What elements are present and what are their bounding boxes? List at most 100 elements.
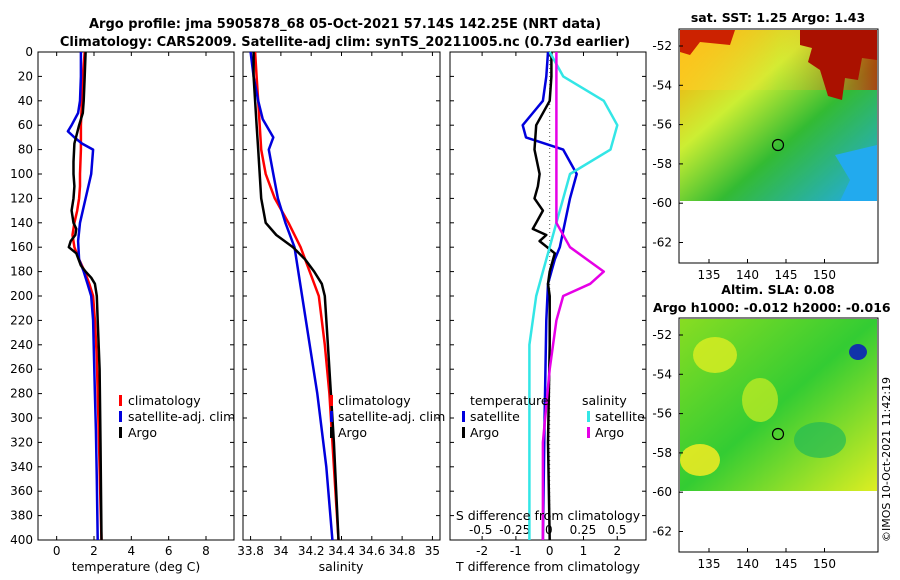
map-y-tick-label: -54 bbox=[652, 78, 672, 92]
salinity-panel: 33.8 34 34.2 34.4 34.6 34.8 35 salinity bbox=[237, 51, 441, 574]
copyright-text: ©IMOS 10-Oct-2021 11:42:19 bbox=[880, 377, 893, 542]
y-tick-label: 260 bbox=[10, 362, 33, 376]
title-line1: Argo profile: jma 5905878_68 05-Oct-2021… bbox=[89, 17, 601, 32]
y-tick-label: 40 bbox=[18, 94, 33, 108]
map-x-tick-label: 140 bbox=[736, 268, 759, 282]
x-tick-label: 2 bbox=[613, 544, 621, 558]
legend-title-salinity: salinity bbox=[582, 393, 627, 408]
difference-xlabel: T difference from climatology bbox=[455, 559, 641, 574]
y-tick-label: 300 bbox=[10, 411, 33, 425]
x-top-tick-label: 0.5 bbox=[607, 523, 626, 537]
map-x-tick-label: 145 bbox=[775, 268, 798, 282]
y-tick-label: 400 bbox=[10, 533, 33, 547]
x-tick-label: 4 bbox=[128, 544, 136, 558]
sla-map-low-anomaly bbox=[849, 344, 867, 360]
series-line-argo bbox=[67, 51, 103, 541]
difference-plot: -2 -1 0 1 2-0.5 -0.25 0 0.25 0.5 bbox=[450, 51, 646, 558]
x-tick-label: 0 bbox=[546, 544, 554, 558]
map-x-tick-label: 150 bbox=[813, 557, 836, 571]
argo-location-marker bbox=[771, 427, 785, 441]
legend-label-sal-satellite: satellite bbox=[595, 409, 645, 424]
map-y-tick-label: -52 bbox=[652, 328, 672, 342]
y-tick-label: 380 bbox=[10, 509, 33, 523]
y-tick-label: 0 bbox=[25, 45, 33, 59]
difference-legend: temperature salinity satellite Argo sate… bbox=[462, 393, 645, 440]
sla-map-anomaly bbox=[794, 422, 846, 458]
legend-label-temp-argo: Argo bbox=[470, 425, 499, 440]
map-y-tick-label: -54 bbox=[652, 367, 672, 381]
sla-map-anomaly bbox=[742, 378, 778, 422]
argo-location-marker bbox=[771, 138, 785, 152]
sst-map-warm-patch-west bbox=[680, 30, 735, 55]
series-line-argo bbox=[252, 52, 340, 541]
map-y-tick-label: -60 bbox=[652, 485, 672, 499]
sla-map-title-line2: Argo h1000: -0.012 h2000: -0.016 bbox=[653, 300, 891, 315]
title-line2: Climatology: CARS2009. Satellite-adj cli… bbox=[60, 35, 630, 50]
x-tick-label: 33.8 bbox=[237, 544, 264, 558]
salinity-xlabel: salinity bbox=[319, 559, 364, 574]
x-tick-label: 2 bbox=[90, 544, 98, 558]
series-line-salinity-argo bbox=[541, 52, 606, 540]
y-tick-label: 160 bbox=[10, 240, 33, 254]
legend-title-temperature: temperature bbox=[470, 393, 549, 408]
difference-xlabel-top: S difference from climatology bbox=[456, 508, 641, 523]
x-tick-label: -2 bbox=[476, 544, 488, 558]
y-tick-label: 200 bbox=[10, 289, 33, 303]
map-y-tick-label: -60 bbox=[652, 196, 672, 210]
series-line-satellite-adj-clim bbox=[66, 52, 99, 541]
y-tick-label: 320 bbox=[10, 435, 33, 449]
map-y-tick-label: -62 bbox=[652, 236, 672, 250]
sst-map-warm-patch bbox=[800, 30, 877, 100]
legend-swatch-argo bbox=[119, 427, 122, 438]
map-x-tick-label: 135 bbox=[698, 557, 721, 571]
x-tick-label: 0 bbox=[53, 544, 61, 558]
map-x-tick-label: 145 bbox=[775, 557, 798, 571]
series-line-temperature-satellite bbox=[521, 51, 578, 541]
x-tick-label: 34.2 bbox=[298, 544, 325, 558]
legend-label-satellite-adj: satellite-adj. clim bbox=[128, 409, 235, 424]
y-tick-label: 280 bbox=[10, 387, 33, 401]
x-tick-label: 8 bbox=[202, 544, 210, 558]
legend-label-satellite-adj: satellite-adj. clim bbox=[338, 409, 445, 424]
x-tick-label: 34.8 bbox=[389, 544, 416, 558]
sla-map-ticks: -52 -54 -56 -58 -60 -62 135 140 145 150 bbox=[652, 328, 836, 571]
legend-label-sal-argo: Argo bbox=[595, 425, 624, 440]
sst-map-ticks: -52 -54 -56 -58 -60 -62 135 140 145 150 bbox=[652, 39, 836, 282]
y-tick-label: 60 bbox=[18, 118, 33, 132]
legend-swatch-temp-argo bbox=[462, 427, 465, 438]
sla-map-title-line1: Altim. SLA: 0.08 bbox=[721, 282, 834, 297]
sst-map-cold-patch bbox=[835, 145, 877, 201]
x-tick-label: 35 bbox=[425, 544, 440, 558]
y-tick-label: 180 bbox=[10, 265, 33, 279]
y-tick-label: 240 bbox=[10, 338, 33, 352]
y-tick-label: 100 bbox=[10, 167, 33, 181]
legend-swatch-sal-argo bbox=[587, 427, 590, 438]
salinity-plot: 33.8 34 34.2 34.4 34.6 34.8 35 bbox=[237, 51, 440, 558]
temperature-xlabel: temperature (deg C) bbox=[72, 559, 201, 574]
y-tick-label: 120 bbox=[10, 191, 33, 205]
temperature-axes-frame bbox=[37, 51, 235, 541]
temperature-legend: climatology satellite-adj. clim Argo bbox=[119, 393, 235, 440]
x-tick-label: -1 bbox=[510, 544, 522, 558]
salinity-legend: climatology satellite-adj. clim Argo bbox=[330, 393, 445, 440]
legend-label-argo: Argo bbox=[128, 425, 157, 440]
map-x-tick-label: 140 bbox=[736, 557, 759, 571]
x-tick-label: 34.6 bbox=[358, 544, 385, 558]
sst-map-panel: sat. SST: 1.25 Argo: 1.43 -52 -54 -56 -58 -6… bbox=[652, 10, 879, 282]
sst-map-title: sat. SST: 1.25 Argo: 1.43 bbox=[691, 10, 865, 25]
legend-label-temp-satellite: satellite bbox=[470, 409, 520, 424]
y-tick-label: 340 bbox=[10, 460, 33, 474]
series-line-satellite-adj-clim bbox=[249, 51, 334, 541]
difference-panel: -2 -1 0 1 2-0.5 -0.25 0 0.25 0.5 T difference fr… bbox=[449, 51, 647, 574]
legend-swatch-argo bbox=[330, 427, 333, 438]
sla-map-panel: Altim. SLA: 0.08 Argo h1000: -0.012 h200… bbox=[652, 282, 891, 571]
temperature-plot: 0204060801001201401601802002202402602803… bbox=[10, 45, 234, 558]
x-top-tick-label: 0.25 bbox=[570, 523, 597, 537]
x-tick-label: 1 bbox=[580, 544, 588, 558]
y-tick-label: 220 bbox=[10, 313, 33, 327]
x-top-tick-label: -0.5 bbox=[469, 523, 492, 537]
map-y-tick-label: -58 bbox=[652, 446, 672, 460]
map-y-tick-label: -56 bbox=[652, 118, 672, 132]
map-y-tick-label: -58 bbox=[652, 157, 672, 171]
